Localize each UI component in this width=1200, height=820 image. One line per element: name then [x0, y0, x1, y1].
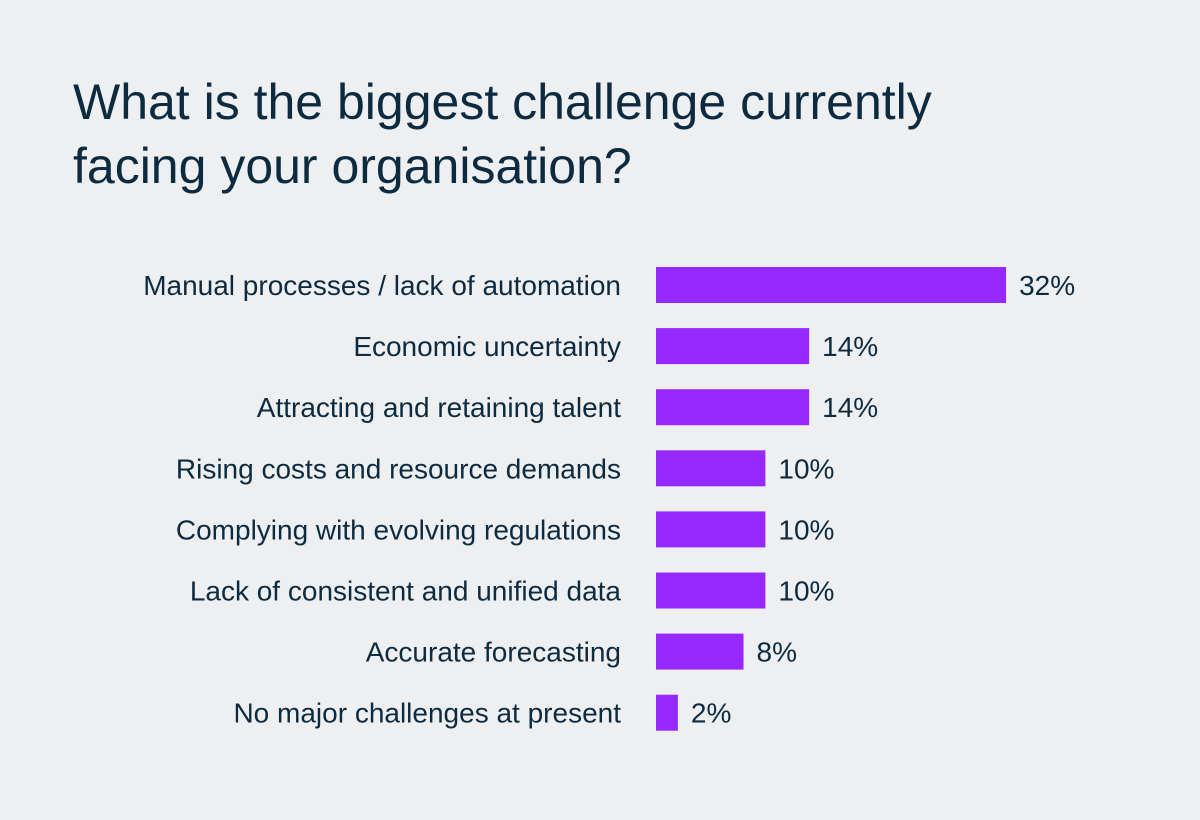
bar [656, 450, 766, 487]
bar [656, 389, 810, 426]
chart-title: What is the biggest challenge currently … [73, 74, 932, 194]
category-label: Manual processes / lack of automation [143, 270, 621, 301]
value-label: 10% [778, 453, 834, 484]
bar [656, 633, 744, 670]
category-label: Attracting and retaining talent [257, 392, 621, 423]
value-label: 8% [757, 637, 797, 668]
category-label: Rising costs and resource demands [176, 453, 621, 484]
value-label: 2% [691, 698, 731, 729]
bar [656, 572, 766, 609]
category-label: Complying with evolving regulations [176, 514, 621, 545]
value-label: 10% [778, 576, 834, 607]
value-label: 32% [1019, 270, 1075, 301]
value-label: 10% [778, 514, 834, 545]
bar [656, 694, 678, 731]
bar [656, 267, 1007, 303]
category-label: Economic uncertainty [353, 331, 621, 362]
category-label: Accurate forecasting [366, 637, 621, 668]
bar [656, 328, 810, 365]
bar [656, 511, 766, 548]
value-label: 14% [822, 392, 878, 423]
category-label: No major challenges at present [233, 698, 621, 729]
category-label: Lack of consistent and unified data [190, 576, 622, 607]
value-label: 14% [822, 331, 878, 362]
